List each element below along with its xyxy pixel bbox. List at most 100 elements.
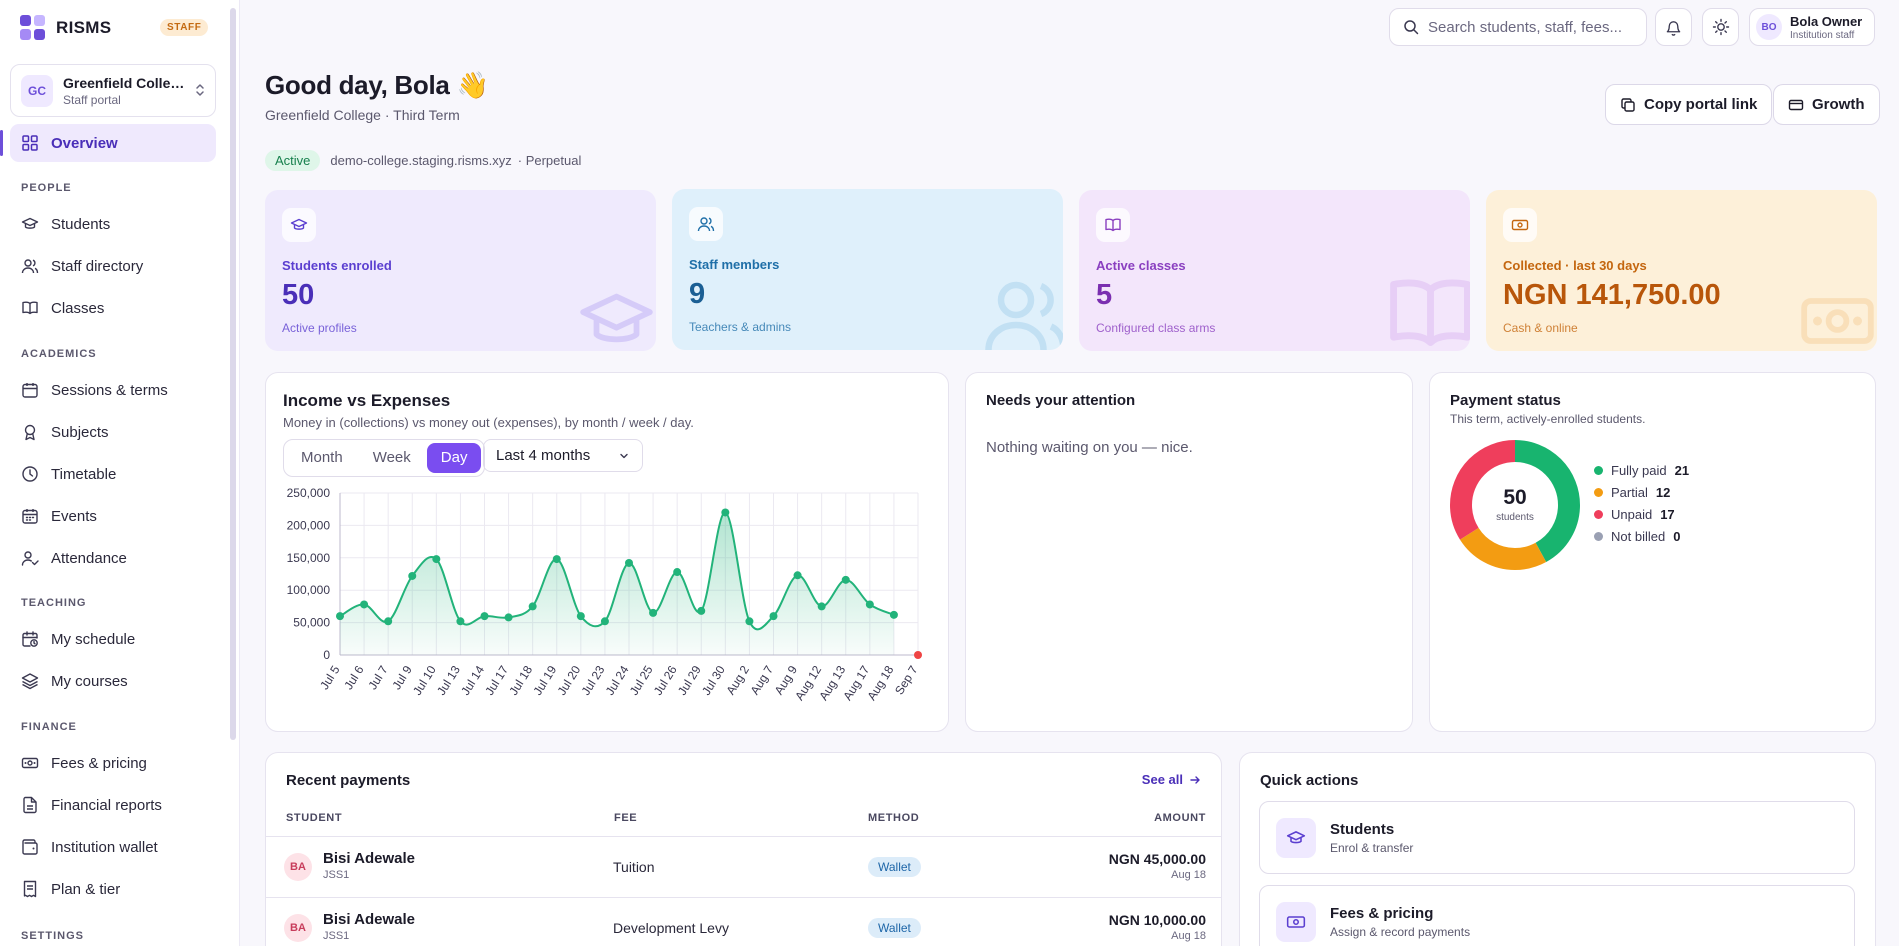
legend-item: Fully paid 21: [1594, 459, 1689, 481]
legend-value: 21: [1674, 462, 1690, 478]
sidebar-item-institution-wallet[interactable]: Institution wallet: [10, 828, 216, 866]
x-tick-label: Jul 25: [627, 663, 656, 698]
brand[interactable]: RISMS: [20, 15, 111, 41]
see-all-link[interactable]: See all: [1142, 772, 1201, 787]
x-tick-label: Jul 23: [579, 663, 608, 698]
period-toggle: Month Week Day: [283, 439, 486, 477]
card-title: Recent payments: [286, 772, 411, 789]
legend-dot: [1594, 531, 1603, 541]
income-area-fill: [340, 512, 894, 655]
sidebar-item-staff-directory[interactable]: Staff directory: [10, 247, 216, 285]
sidebar-item-attendance[interactable]: Attendance: [10, 539, 216, 577]
institution-name: Greenfield College: [63, 74, 185, 91]
donut-slice-unpaid: [1450, 440, 1580, 570]
quick-action-students[interactable]: Students Enrol & transfer: [1259, 801, 1855, 874]
stat-value: 5: [1096, 279, 1113, 311]
sidebar-item-plan-tier[interactable]: Plan & tier: [10, 870, 216, 908]
x-tick-label: Jul 10: [410, 663, 439, 698]
legend-value: 12: [1655, 484, 1671, 500]
nav-section-people: PEOPLE: [21, 182, 72, 194]
copy-portal-link-label: Copy portal link: [1644, 96, 1758, 113]
y-tick-label: 50,000: [293, 616, 330, 630]
sidebar-item-subjects[interactable]: Subjects: [10, 413, 216, 451]
stat-label: Staff members: [689, 257, 780, 272]
graduation-cap-icon: [21, 217, 39, 229]
payment-date: Aug 18: [1171, 869, 1206, 881]
payment-student-name: Bisi Adewale: [323, 850, 415, 867]
copy-icon: [1621, 97, 1635, 112]
sidebar-item-my-schedule[interactable]: My schedule: [10, 620, 216, 658]
y-tick-label: 100,000: [287, 583, 331, 597]
recent-payments-card: Recent payments See all: [265, 752, 1222, 946]
sidebar-item-my-courses[interactable]: My courses: [10, 662, 216, 700]
stat-label: Students enrolled: [282, 258, 392, 273]
global-search[interactable]: [1389, 8, 1647, 46]
sidebar-item-label: Sessions & terms: [51, 381, 168, 399]
graduation-cap-icon: [282, 208, 316, 242]
range-select[interactable]: Last 4 months: [483, 439, 643, 472]
chevron-up-down-icon: [195, 83, 205, 98]
quick-action-subtitle: Assign & record payments: [1330, 924, 1471, 939]
staff-badge: STAFF: [160, 19, 209, 36]
theme-toggle-button[interactable]: [1702, 8, 1739, 46]
wallet-icon: [22, 839, 38, 855]
user-menu[interactable]: BO Bola Owner Institution staff: [1749, 8, 1875, 46]
income-data-point: [456, 617, 465, 626]
growth-button[interactable]: Growth: [1773, 84, 1880, 125]
legend-label: Not billed: [1611, 528, 1666, 544]
sidebar-item-label: Financial reports: [51, 796, 162, 814]
sidebar-item-label: My courses: [51, 672, 128, 690]
y-tick-label: 0: [323, 648, 330, 662]
payment-fee: Tuition: [613, 859, 655, 875]
income-data-point: [360, 600, 369, 609]
payment-method-badge: Wallet: [868, 857, 921, 877]
sidebar-item-overview[interactable]: Overview: [0, 124, 216, 162]
income-data-point: [408, 571, 417, 580]
stat-staff-members[interactable]: Staff members 9 Teachers & admins: [672, 189, 1063, 350]
search-input[interactable]: [1428, 18, 1628, 36]
notifications-button[interactable]: [1655, 8, 1692, 46]
income-data-point: [432, 555, 441, 564]
sidebar-item-financial-reports[interactable]: Financial reports: [10, 786, 216, 824]
risms-logo-icon: [20, 15, 46, 41]
sidebar-item-students[interactable]: Students: [10, 205, 216, 243]
page-title: Good day, Bola 👋: [265, 70, 489, 100]
column-header-amount: AMOUNT: [1154, 812, 1206, 824]
legend-item: Partial 12: [1594, 481, 1689, 503]
sidebar-item-label: Students: [51, 215, 111, 233]
legend-dot: [1594, 465, 1603, 475]
nav-section-teaching: TEACHING: [21, 597, 87, 609]
sidebar-scrollbar[interactable]: [230, 8, 236, 740]
quick-action-fees-pricing[interactable]: Fees & pricing Assign & record payments: [1259, 885, 1855, 946]
arrow-right-icon: [1190, 775, 1200, 784]
tab-week[interactable]: Week: [372, 449, 411, 466]
stat-label: Active classes: [1096, 258, 1186, 273]
copy-portal-link-button[interactable]: Copy portal link: [1605, 84, 1773, 125]
calendar-icon: [22, 383, 38, 398]
sidebar-item-fees-pricing[interactable]: Fees & pricing: [10, 744, 216, 782]
sidebar-item-sessions-terms[interactable]: Sessions & terms: [10, 371, 216, 409]
credit-card-icon: [1788, 99, 1804, 110]
payment-date: Aug 18: [1171, 930, 1206, 942]
payment-student-name: Bisi Adewale: [323, 911, 415, 928]
banknote-icon: [21, 757, 39, 769]
layers-icon: [21, 673, 39, 690]
income-data-point: [769, 612, 778, 621]
income-data-point: [745, 617, 754, 626]
quick-action-title: Fees & pricing: [1330, 904, 1434, 922]
stat-students-enrolled[interactable]: Students enrolled 50 Active profiles: [265, 190, 656, 351]
sidebar-item-classes[interactable]: Classes: [10, 289, 216, 327]
stat-collected-30-days[interactable]: Collected · last 30 days NGN 141,750.00 …: [1486, 190, 1877, 351]
donut-total-label: students: [1496, 512, 1534, 523]
stat-active-classes[interactable]: Active classes 5 Configured class arms: [1079, 190, 1470, 351]
expense-data-point: [914, 651, 922, 659]
tab-month[interactable]: Month: [301, 449, 343, 466]
x-tick-label: Jul 7: [365, 663, 390, 692]
x-tick-label: Aug 2: [723, 663, 752, 697]
sidebar-item-timetable[interactable]: Timetable: [10, 455, 216, 493]
institution-switcher[interactable]: GC Greenfield College Staff portal: [10, 64, 216, 117]
stat-note: Configured class arms: [1096, 321, 1216, 335]
tab-day[interactable]: Day: [426, 443, 482, 473]
needs-attention-card: Needs your attention Nothing waiting on …: [965, 372, 1413, 732]
sidebar-item-events[interactable]: Events: [10, 497, 216, 535]
